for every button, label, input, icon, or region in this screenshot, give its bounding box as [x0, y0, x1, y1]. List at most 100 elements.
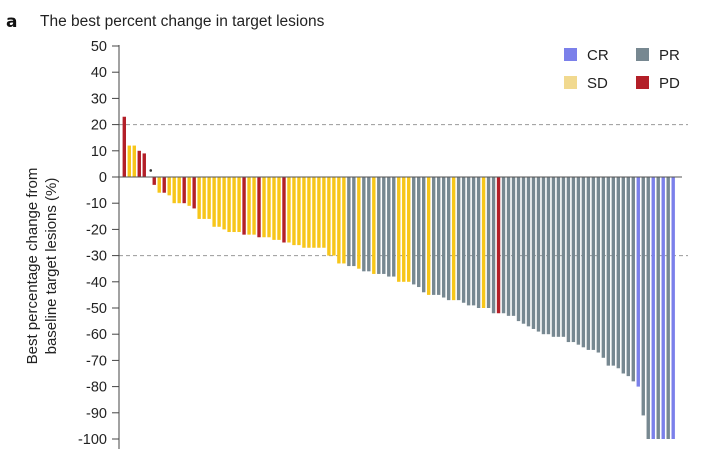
bar-pr — [387, 177, 391, 277]
bar-sd — [312, 177, 316, 248]
bar-sd — [237, 177, 241, 233]
bar-sd — [247, 177, 251, 235]
bar-pr — [586, 177, 591, 350]
bar-pr — [631, 177, 635, 382]
bar-sd — [426, 177, 431, 295]
bar-pd — [152, 177, 156, 185]
bar-sd — [197, 177, 201, 219]
bar-sd — [272, 177, 276, 240]
bar-pr — [581, 177, 586, 348]
bar-pr — [571, 177, 576, 343]
bar-pr — [566, 177, 571, 343]
y-tick-label: 10 — [91, 144, 107, 160]
bar-sd — [297, 177, 301, 246]
bar-cr — [671, 177, 675, 439]
bar-pd — [192, 177, 196, 209]
bar-pr — [526, 177, 531, 327]
y-axis-label-line-1: Best percentage change from — [24, 168, 41, 365]
bar-sd — [232, 177, 236, 233]
legend: CR PR SD PD — [564, 47, 680, 92]
chart-title: The best percent change in target lesion… — [40, 13, 325, 30]
bar-pr — [511, 177, 516, 316]
bar-pd — [242, 177, 246, 235]
bar-pr — [621, 177, 625, 374]
bar-pr — [417, 177, 421, 288]
bar-pr — [461, 177, 466, 303]
bar-pr — [352, 177, 356, 267]
y-tick-label: 30 — [91, 91, 107, 107]
y-axis: 50 40 30 20 10 0 -10 -20 -30 -40 -50 -60 -70 -80 -90 -1… — [78, 39, 682, 449]
bar-pr — [516, 177, 521, 322]
bar-pr — [377, 177, 381, 274]
bar-sd — [262, 177, 266, 238]
legend-item-pd: PD — [636, 75, 680, 92]
bar-pd — [496, 177, 501, 314]
bar-pr — [412, 177, 416, 285]
bar-pd — [257, 177, 261, 238]
bar-sd — [167, 177, 171, 196]
bar-sd — [207, 177, 211, 219]
bar-sd — [332, 177, 336, 256]
bar-sd — [217, 177, 221, 227]
y-tick-label: -80 — [86, 380, 107, 396]
bar-sd — [302, 177, 306, 248]
bar-pr — [536, 177, 541, 332]
bar-pr — [641, 177, 645, 416]
bar-pr — [561, 177, 566, 337]
bar-pr — [436, 177, 441, 295]
bar-pr — [422, 177, 426, 293]
legend-item-pr: PR — [636, 47, 680, 64]
y-tick-label: 50 — [91, 39, 107, 55]
legend-swatch — [564, 76, 577, 89]
bar-sd — [357, 177, 361, 269]
bar-pr — [362, 177, 366, 272]
y-tick-label: 40 — [91, 65, 107, 81]
bar-sd — [402, 177, 406, 282]
bar-pr — [441, 177, 446, 298]
bar-sd — [342, 177, 346, 264]
bar-pr — [367, 177, 371, 272]
bar-sd — [317, 177, 321, 248]
legend-label: CR — [587, 47, 609, 64]
bar-sd — [157, 177, 161, 193]
bar-cr — [651, 177, 655, 439]
bar-pr — [531, 177, 536, 329]
asterisk-marker — [149, 169, 153, 172]
bar-pr — [521, 177, 526, 324]
bar-sd — [407, 177, 411, 282]
y-tick-label: 20 — [91, 118, 107, 134]
bar-pr — [576, 177, 581, 345]
bar-pd — [182, 177, 186, 204]
bar-sd — [397, 177, 401, 282]
bar-pr — [626, 177, 630, 377]
bars — [122, 116, 675, 439]
bar-sd — [277, 177, 281, 240]
bar-pr — [556, 177, 561, 337]
bar-sd — [177, 177, 181, 204]
y-tick-label: 0 — [99, 170, 107, 186]
bar-pr — [506, 177, 511, 316]
bar-sd — [337, 177, 341, 264]
bar-pr — [491, 177, 496, 314]
y-tick-label: -40 — [86, 275, 107, 291]
bar-pr — [666, 177, 670, 439]
legend-label: PD — [659, 75, 680, 92]
bar-cr — [661, 177, 665, 439]
bar-sd — [327, 177, 331, 256]
bar-pr — [392, 177, 396, 277]
bar-pr — [476, 177, 481, 308]
bar-sd — [212, 177, 216, 227]
y-tick-label: -90 — [86, 406, 107, 422]
bar-pr — [546, 177, 551, 335]
y-tick-label: -30 — [86, 249, 107, 265]
bar-pr — [347, 177, 351, 267]
bar-pr — [431, 177, 436, 295]
bar-sd — [172, 177, 176, 204]
bar-pr — [501, 177, 506, 314]
legend-swatch — [636, 76, 649, 89]
legend-swatch — [564, 48, 577, 61]
legend-swatch — [636, 48, 649, 61]
bar-pd — [137, 150, 141, 177]
bar-sd — [287, 177, 291, 243]
